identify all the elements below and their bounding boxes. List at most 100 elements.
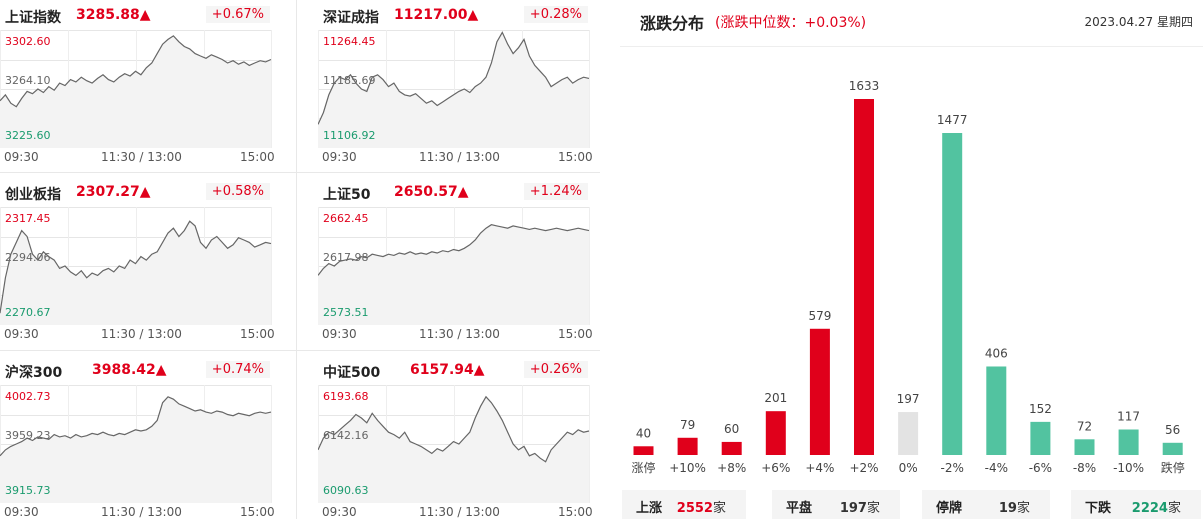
time-axis-label: 09:30: [4, 505, 39, 519]
index-panel-sz50[interactable]: 上证50 2650.57▲ +1.24% 2662.45 2617.98 2573.51 0…: [318, 177, 608, 347]
summary-value: 19: [998, 501, 1017, 516]
summary-count: 2552家: [677, 497, 726, 516]
index-name: 中证500: [323, 365, 381, 381]
time-axis-label: 11:30 / 13:00: [101, 327, 182, 341]
panel-header: 深证成指 11217.00▲ +0.28%: [318, 0, 608, 30]
y-axis-label-mid: 6142.16: [323, 429, 369, 442]
y-axis-label-lo: 3915.73: [5, 484, 51, 497]
time-axis-label: 11:30 / 13:00: [419, 327, 500, 341]
distribution-bar[interactable]: [765, 411, 786, 455]
bar-value-label: 1477: [937, 113, 968, 127]
y-axis-label-lo: 6090.63: [323, 484, 369, 497]
y-axis-label-hi: 3302.60: [5, 35, 51, 48]
time-axis-label: 09:30: [4, 327, 39, 341]
distribution-bar[interactable]: [1074, 439, 1095, 455]
y-axis-label-mid: 3264.10: [5, 74, 51, 87]
panel-header: 创业板指 2307.27▲ +0.58%: [0, 177, 290, 207]
intraday-chart: [0, 385, 272, 503]
time-axis-label: 15:00: [240, 505, 275, 519]
summary-box: 下跌 2224家: [1071, 490, 1201, 519]
index-panel-hs300[interactable]: 沪深300 3988.42▲ +0.74% 4002.73 3959.23 3915.73…: [0, 355, 290, 525]
summary-unit: 家: [1167, 501, 1181, 516]
index-panel-cyb[interactable]: 创业板指 2307.27▲ +0.58% 2317.45 2294.06 2270.67 0…: [0, 177, 290, 347]
bar-value-label: 152: [1029, 402, 1052, 416]
distribution-bar[interactable]: [942, 133, 963, 455]
intraday-chart: [318, 30, 590, 148]
bar-value-label: 197: [897, 392, 920, 406]
price-area: [0, 396, 271, 503]
time-axis-label: 11:30 / 13:00: [419, 505, 500, 519]
bar-category-label: +10%: [669, 461, 706, 475]
time-axis-label: 09:30: [322, 150, 357, 164]
price-line: [318, 395, 590, 463]
distribution-bar[interactable]: [1118, 429, 1139, 455]
price-line: [318, 224, 590, 276]
time-axis-label: 15:00: [558, 150, 593, 164]
bar-value-label: 72: [1077, 419, 1092, 433]
index-panel-sz[interactable]: 深证成指 11217.00▲ +0.28% 11264.45 11185.69 11106…: [318, 0, 608, 170]
summary-label: 上涨: [636, 501, 663, 516]
index-name: 上证指数: [5, 10, 61, 26]
distribution-title: 涨跌分布: [640, 14, 705, 33]
y-axis-label-mid: 3959.23: [5, 429, 51, 442]
bar-category-label: -6%: [1029, 461, 1052, 475]
intraday-chart: [318, 385, 590, 503]
index-panel-sh[interactable]: 上证指数 3285.88▲ +0.67% 3302.60 3264.10 3225.60 0…: [0, 0, 290, 170]
bar-value-label: 1633: [849, 79, 880, 93]
row-divider: [0, 350, 600, 351]
price-area: [0, 35, 271, 148]
distribution-bar[interactable]: [898, 412, 919, 455]
y-axis-label-lo: 2573.51: [323, 306, 369, 319]
bar-value-label: 406: [985, 346, 1008, 360]
column-divider: [296, 0, 297, 519]
intraday-chart: [318, 207, 590, 325]
y-axis-label-lo: 3225.60: [5, 129, 51, 142]
index-change-badge: +0.58%: [205, 183, 270, 200]
summary-unit: 家: [712, 501, 726, 516]
summary-label: 停牌: [936, 501, 963, 516]
y-axis-label-hi: 2662.45: [323, 212, 369, 225]
panel-header: 上证指数 3285.88▲ +0.67%: [0, 0, 290, 30]
distribution-bar[interactable]: [854, 99, 874, 455]
y-axis-label-mid: 2617.98: [323, 251, 369, 264]
distribution-bar[interactable]: [721, 441, 742, 455]
header-divider: [620, 46, 1203, 47]
summary-unit: 家: [1016, 501, 1030, 516]
distribution-bar[interactable]: [1162, 442, 1183, 455]
distribution-bar[interactable]: [677, 437, 698, 455]
index-name: 沪深300: [5, 365, 63, 381]
distribution-bar[interactable]: [633, 446, 654, 455]
summary-box: 停牌 19家: [922, 490, 1050, 519]
index-panel-zz500[interactable]: 中证500 6157.94▲ +0.26% 6193.68 6142.16 6090.63…: [318, 355, 608, 525]
distribution-bar[interactable]: [986, 366, 1007, 455]
index-name: 上证50: [323, 187, 371, 203]
price-line: [318, 31, 590, 125]
price-area: [0, 221, 271, 325]
y-axis-label-lo: 11106.92: [323, 129, 376, 142]
distribution-bar[interactable]: [809, 328, 830, 455]
index-name: 创业板指: [5, 187, 61, 203]
panel-header: 上证50 2650.57▲ +1.24%: [318, 177, 608, 207]
price-line: [0, 396, 272, 457]
summary-value: 2224: [1131, 501, 1168, 516]
time-axis-label: 15:00: [240, 150, 275, 164]
bar-category-label: +6%: [761, 461, 790, 475]
index-value: 3988.42▲: [92, 362, 167, 378]
bar-category-label: 涨停: [631, 460, 655, 475]
bar-category-label: +4%: [805, 461, 834, 475]
price-area: [318, 32, 589, 148]
y-axis-label-hi: 4002.73: [5, 390, 51, 403]
index-name: 深证成指: [323, 10, 379, 26]
summary-box: 平盘 197家: [772, 490, 900, 519]
median-change: (涨跌中位数：+0.03%): [715, 15, 867, 31]
index-panels: 上证指数 3285.88▲ +0.67% 3302.60 3264.10 3225.60 0…: [0, 0, 600, 519]
time-axis-label: 09:30: [4, 150, 39, 164]
intraday-chart: [0, 207, 272, 325]
bar-category-label: -2%: [941, 461, 964, 475]
price-line: [0, 220, 272, 314]
bar-category-label: -8%: [1073, 461, 1096, 475]
time-axis-label: 11:30 / 13:00: [101, 150, 182, 164]
time-axis-label: 15:00: [558, 505, 593, 519]
index-change-badge: +0.26%: [523, 361, 588, 378]
distribution-bar[interactable]: [1030, 421, 1051, 455]
